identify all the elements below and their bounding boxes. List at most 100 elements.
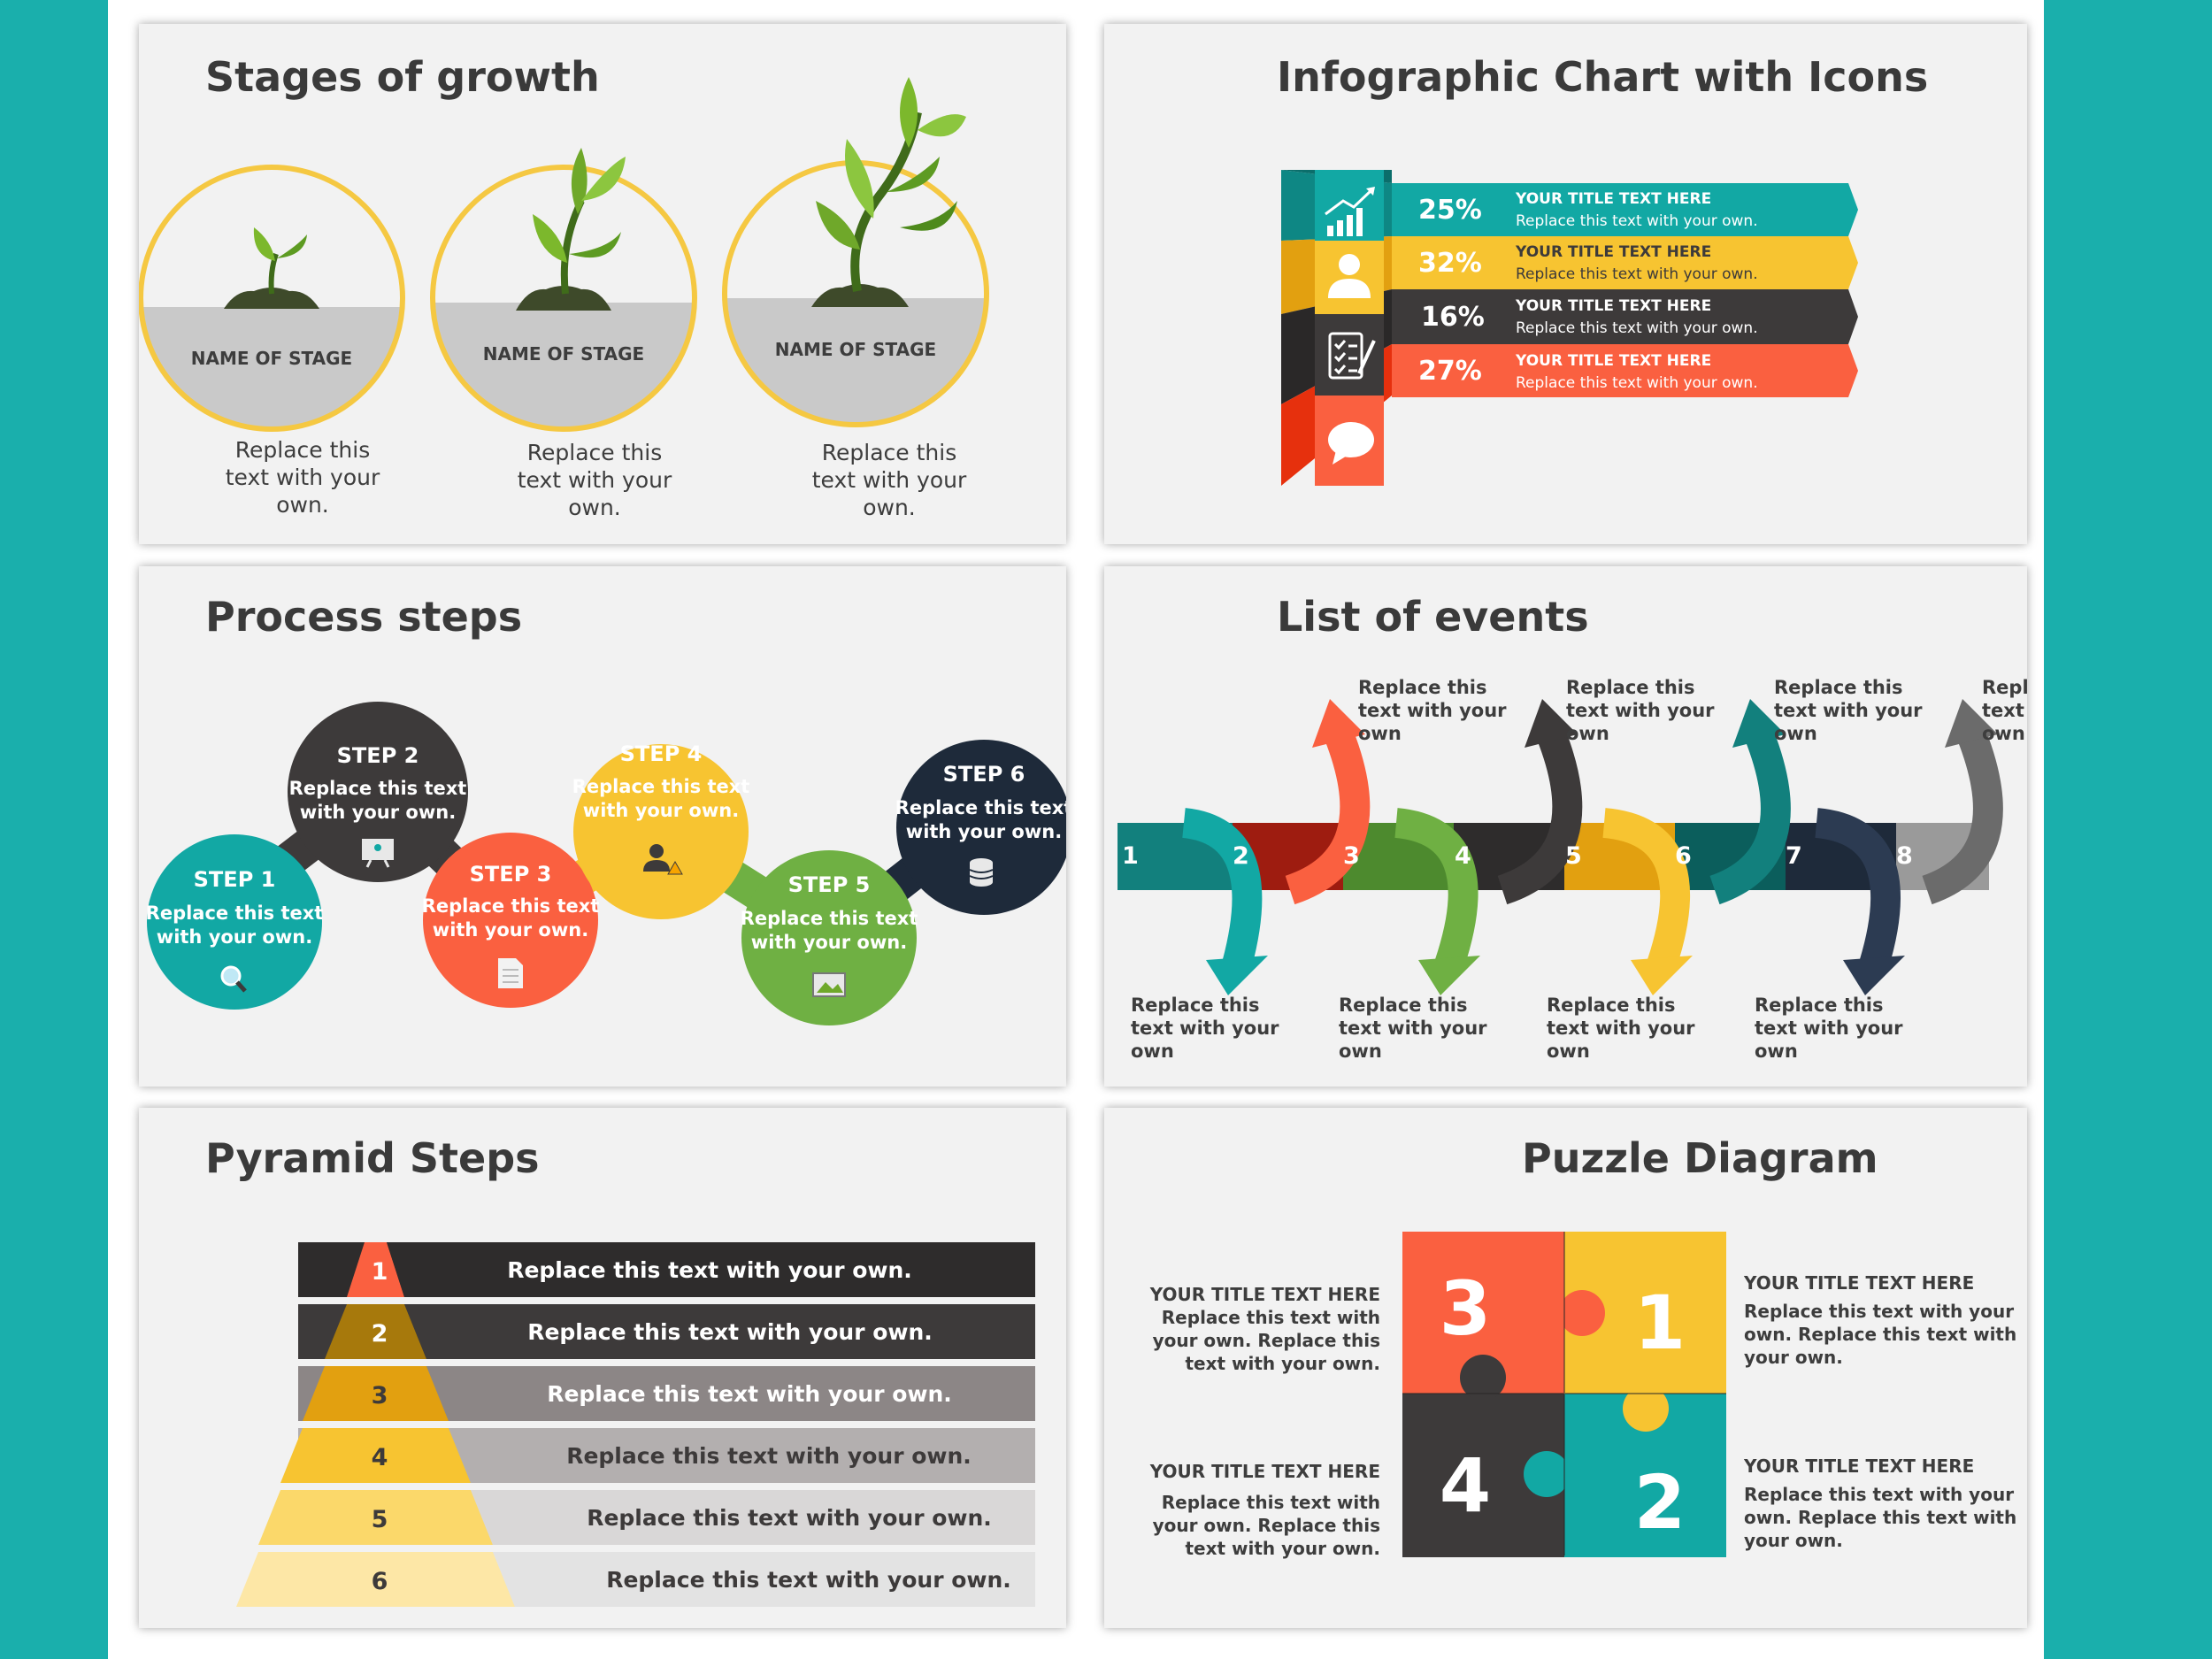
pyramid-text: Replace this text with your own. <box>606 1567 1011 1593</box>
stage-3-caption: Replace this <box>822 440 956 465</box>
step-text: with your own. <box>300 802 456 823</box>
step-text: Replace this text <box>572 776 750 797</box>
event-caption: text with your <box>1566 700 1715 721</box>
caption-line: own. Replace this text with <box>1744 1507 2016 1528</box>
database-icon <box>969 858 994 887</box>
pyramid-number: 5 <box>372 1506 388 1533</box>
image-icon <box>812 972 846 997</box>
row-title: YOUR TITLE TEXT HERE <box>1515 297 1711 315</box>
pyramid-steps-panel: Pyramid Steps <box>139 1108 1066 1628</box>
event-number: 5 <box>1565 842 1582 870</box>
pyramid-text: Replace this text with your own. <box>587 1505 992 1531</box>
caption-title: YOUR TITLE TEXT HERE <box>1149 1461 1380 1482</box>
row-percent: 16% <box>1421 302 1485 333</box>
event-caption: Replace this <box>1982 677 2027 698</box>
event-arrows <box>1181 699 2003 995</box>
stages-of-growth-panel: Stages of growth NAME OF STAGE <box>139 24 1066 544</box>
step-label: STEP 2 <box>337 743 419 768</box>
event-caption: Replace this <box>1131 995 1260 1016</box>
panel-title: Pyramid Steps <box>205 1134 540 1182</box>
young-plant-icon <box>516 148 626 311</box>
event-caption: own <box>1982 723 2025 744</box>
event-caption: Replace this <box>1547 995 1676 1016</box>
stage-3-caption: text with your <box>812 467 967 493</box>
caption-title: YOUR TITLE TEXT HERE <box>1743 1455 1974 1477</box>
stage-label: NAME OF STAGE <box>191 348 352 369</box>
event-caption: own <box>1566 723 1609 744</box>
puzzle-captions-right: YOUR TITLE TEXT HERE Replace this text w… <box>1743 1272 2016 1551</box>
caption-line: your own. Replace this <box>1153 1330 1380 1351</box>
step-text: Replace this text <box>422 895 600 917</box>
infographic-diagram: 25% YOUR TITLE TEXT HERE Replace this te… <box>1281 170 1858 486</box>
pyramid-number: 1 <box>372 1258 388 1286</box>
event-caption: text with your <box>1547 1018 1695 1039</box>
pyramid-number: 2 <box>372 1320 388 1348</box>
puzzle-number: 3 <box>1440 1265 1491 1352</box>
infographic-chart-panel: Infographic Chart with Icons 25% YOUR TI… <box>1104 24 2027 544</box>
event-number: 2 <box>1233 842 1249 870</box>
step-label: STEP 4 <box>620 741 703 766</box>
event-caption: text with your <box>1339 1018 1487 1039</box>
row-text: Replace this text with your own. <box>1516 374 1758 392</box>
step-4: STEP 4 Replace this text with your own. <box>572 741 750 919</box>
bar-chart-icon <box>1325 187 1375 236</box>
stage-1-caption: own. <box>276 492 329 518</box>
event-captions-top: Replace this text with your own Replace … <box>1358 677 2027 744</box>
event-number: 1 <box>1122 842 1139 870</box>
row-text: Replace this text with your own. <box>1516 212 1758 230</box>
pyramid-number: 6 <box>372 1568 388 1595</box>
caption-line: your own. <box>1744 1347 1843 1368</box>
puzzle-diagram-panel: Puzzle Diagram 3 1 <box>1104 1108 2027 1628</box>
step-6: STEP 6 Replace this text with your own. <box>895 740 1066 915</box>
events-timeline: 1 2 3 4 5 6 7 8 Replace this text with y… <box>1118 677 2027 1062</box>
row-title: YOUR TITLE TEXT HERE <box>1515 352 1711 370</box>
speech-bubble-icon <box>1328 422 1374 465</box>
panel-title: Process steps <box>205 593 523 641</box>
magnifier-icon <box>220 965 247 993</box>
pyramid-triangle <box>236 1242 1035 1607</box>
row-text: Replace this text with your own. <box>1516 319 1758 337</box>
event-caption: own <box>1339 1041 1382 1062</box>
event-caption: text with your <box>1358 700 1507 721</box>
process-steps-panel: Process steps STEP 1 Replace this text w… <box>139 566 1066 1087</box>
document-icon <box>498 958 523 988</box>
caption-line: text with your own. <box>1185 1353 1380 1374</box>
event-caption: Replace this <box>1774 677 1903 698</box>
step-text: with your own. <box>433 919 588 941</box>
event-captions-bottom: Replace this text with your own Replace … <box>1131 995 1903 1062</box>
puzzle-pieces <box>1402 1232 1726 1557</box>
pyramid-text: Replace this text with your own. <box>566 1443 972 1469</box>
pyramid-number: 4 <box>372 1444 388 1471</box>
event-number: 6 <box>1675 842 1692 870</box>
stage-3-caption: own. <box>863 495 916 520</box>
stage-2: NAME OF STAGE <box>430 148 697 432</box>
event-caption: Replace this <box>1566 677 1695 698</box>
pyramid-diagram: 1 2 3 4 5 6 Replace this text with your … <box>236 1242 1035 1607</box>
event-caption: Replace this <box>1358 677 1487 698</box>
row-percent: 27% <box>1418 356 1482 387</box>
event-caption: own <box>1547 1041 1590 1062</box>
event-caption: Replace this <box>1339 995 1468 1016</box>
event-number: 8 <box>1896 842 1913 870</box>
step-text: with your own. <box>906 821 1062 842</box>
stage-2-caption: own. <box>568 495 621 520</box>
person-warning-icon <box>643 844 683 875</box>
puzzle-captions-left: YOUR TITLE TEXT HERE Replace this text w… <box>1149 1284 1380 1559</box>
step-5: STEP 5 Replace this text with your own. <box>741 850 918 1025</box>
slide-gallery: Stages of growth NAME OF STAGE <box>108 0 2044 1659</box>
stage-1-caption: Replace this <box>235 437 370 463</box>
stage-1-caption: text with your <box>226 465 380 490</box>
caption-line: your own. Replace this <box>1153 1515 1380 1536</box>
event-caption: own <box>1755 1041 1798 1062</box>
caption-line: own. Replace this text with <box>1744 1324 2016 1345</box>
row-percent: 25% <box>1418 195 1482 226</box>
pyramid-texts: Replace this text with your own. Replace… <box>507 1257 1011 1593</box>
event-number: 7 <box>1786 842 1802 870</box>
event-caption: text with your <box>1774 700 1923 721</box>
puzzle-graphic: 3 1 4 2 YOUR TITLE TEXT HERE Replace thi… <box>1149 1232 2016 1559</box>
stage-label: NAME OF STAGE <box>775 339 936 360</box>
step-text: Replace this text <box>146 902 324 924</box>
puzzle-number: 1 <box>1634 1279 1686 1366</box>
step-text: Replace this text <box>289 778 467 799</box>
step-text: Replace this text <box>895 797 1066 818</box>
